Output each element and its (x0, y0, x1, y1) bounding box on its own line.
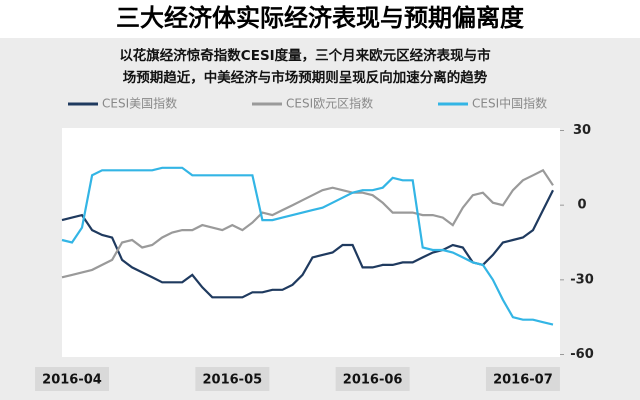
x-label-box (485, 367, 560, 391)
title-band (0, 0, 640, 38)
legend-label: CESI中国指数 (472, 96, 547, 111)
y-tick-label: -60 (570, 347, 594, 362)
plot-area (62, 128, 560, 357)
x-label-box (35, 367, 110, 391)
x-tick-label: 2016-06 (343, 373, 403, 388)
y-tick-label: 30 (573, 123, 591, 138)
x-label-box (335, 367, 410, 391)
series-line (61, 189, 554, 299)
legend-label: CESI美国指数 (102, 96, 177, 111)
x-tick-label: 2016-05 (203, 373, 263, 388)
y-tick-label: 0 (577, 198, 586, 213)
x-label-box (195, 367, 270, 391)
chart-title: 三大经济体实际经济表现与预期偏离度 (116, 4, 525, 32)
series-line (61, 168, 554, 279)
series-line (61, 166, 554, 326)
subtitle: 以花旗经济惊奇指数CESI度量，三个月来欧元区经济表现与市 (119, 47, 491, 64)
y-tick-label: -30 (570, 272, 594, 287)
x-tick-label: 2016-04 (42, 373, 102, 388)
legend-label: CESI欧元区指数 (286, 96, 373, 111)
subtitle: 场预期趋近，中美经济与市场预期则呈现反向加速分离的趋势 (123, 69, 488, 86)
x-tick-label: 2016-07 (493, 373, 553, 388)
